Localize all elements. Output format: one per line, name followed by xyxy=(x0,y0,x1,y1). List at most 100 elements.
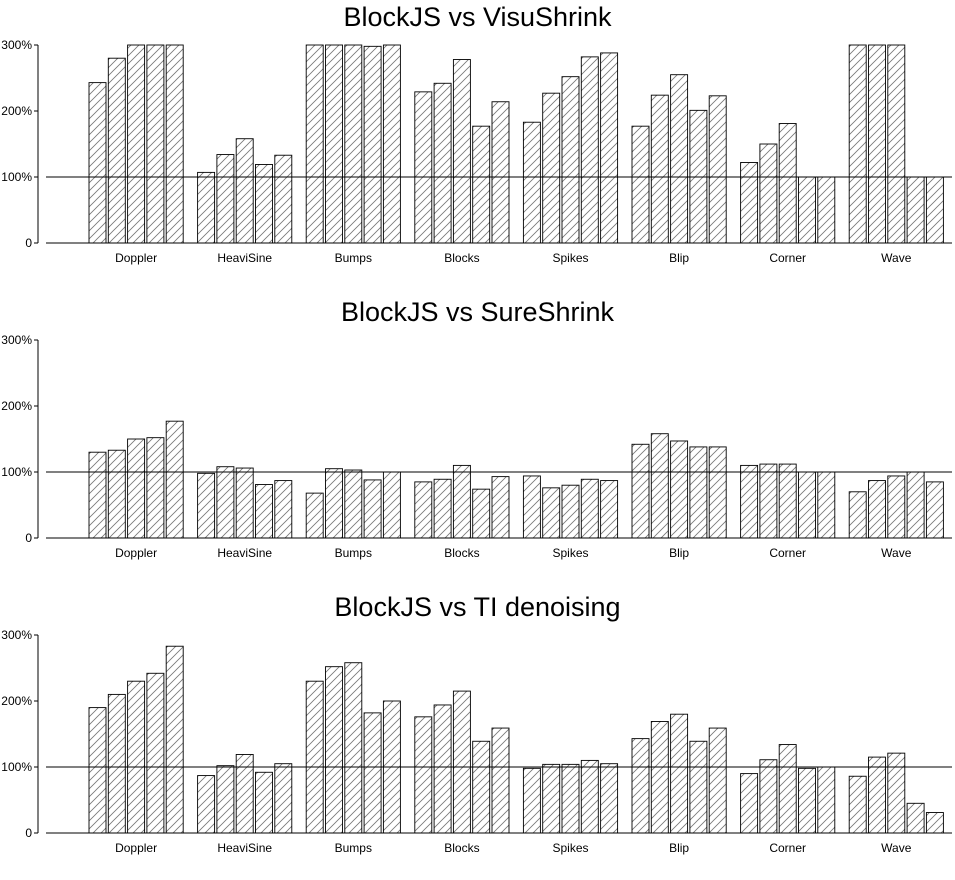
bar xyxy=(778,463,797,539)
bar xyxy=(255,484,273,539)
bar xyxy=(887,44,906,244)
bar xyxy=(650,94,669,244)
bar xyxy=(433,82,452,244)
bar xyxy=(868,480,886,539)
bar xyxy=(127,680,146,834)
bar xyxy=(887,475,906,539)
bar xyxy=(708,727,727,834)
bar xyxy=(146,44,165,244)
bar xyxy=(452,690,471,834)
x-category-label: Bumps xyxy=(335,251,372,265)
x-category-label: Corner xyxy=(769,546,806,560)
bar xyxy=(631,738,650,834)
bar xyxy=(631,125,650,244)
bar-chart: 0 100% 200% 300% Doppler HeaviSine Bumps Blocks… xyxy=(1,38,952,265)
x-category-label: Blocks xyxy=(444,841,479,855)
bar xyxy=(414,481,433,539)
bar xyxy=(522,767,541,834)
bar xyxy=(452,59,471,244)
bar xyxy=(363,712,382,834)
x-category-label: Wave xyxy=(881,251,912,265)
bar xyxy=(197,171,216,244)
bar xyxy=(165,420,184,539)
x-category-label: Bumps xyxy=(335,546,372,560)
bar xyxy=(255,164,273,244)
bar xyxy=(740,464,759,539)
bar xyxy=(906,802,925,834)
bar xyxy=(107,57,126,244)
bar xyxy=(344,469,363,539)
bar xyxy=(848,44,867,244)
bar xyxy=(165,645,184,834)
bar xyxy=(580,759,599,834)
bar xyxy=(759,759,778,834)
bar xyxy=(344,662,363,834)
x-category-label: Blocks xyxy=(444,546,479,560)
bar xyxy=(274,154,293,244)
bar xyxy=(670,440,689,539)
bar xyxy=(363,479,382,539)
bar xyxy=(798,471,816,539)
bar xyxy=(88,451,107,539)
bar xyxy=(146,672,165,834)
x-category-label: Wave xyxy=(881,546,912,560)
bar xyxy=(325,44,343,244)
x-category-label: Blip xyxy=(669,546,689,560)
bar xyxy=(382,471,401,539)
bar xyxy=(491,101,510,244)
bar xyxy=(759,463,778,539)
x-category-label: Corner xyxy=(769,841,806,855)
bar xyxy=(689,740,708,834)
bar xyxy=(522,475,541,539)
bar xyxy=(561,484,580,539)
bar xyxy=(107,449,126,539)
bar xyxy=(740,162,759,244)
bar xyxy=(88,707,107,834)
bar xyxy=(848,491,867,539)
bar xyxy=(817,471,836,539)
bar xyxy=(382,44,401,244)
bar xyxy=(600,480,619,539)
bar xyxy=(305,492,324,539)
y-tick-label: 200% xyxy=(1,399,32,413)
bar xyxy=(305,44,324,244)
bar xyxy=(433,478,452,539)
y-tick-label: 300% xyxy=(1,628,32,642)
bar xyxy=(235,138,254,244)
bar xyxy=(561,763,580,834)
x-category-label: Doppler xyxy=(115,251,157,265)
y-tick-label: 0 xyxy=(25,236,32,250)
bar xyxy=(433,704,452,834)
y-tick-label: 200% xyxy=(1,104,32,118)
bar xyxy=(759,143,778,244)
bar xyxy=(868,756,886,834)
bar xyxy=(868,44,886,244)
bar xyxy=(472,488,491,539)
x-category-label: Wave xyxy=(881,841,912,855)
bar xyxy=(778,123,797,244)
y-tick-label: 300% xyxy=(1,333,32,347)
bar xyxy=(670,74,689,244)
bar xyxy=(216,765,235,834)
bar xyxy=(325,666,343,834)
bar xyxy=(817,176,836,244)
bar xyxy=(127,44,146,244)
bar-chart: 0 100% 200% 300% Doppler HeaviSine Bumps Blocks… xyxy=(1,628,952,855)
bar xyxy=(235,467,254,539)
bar xyxy=(580,478,599,539)
chart-title: BlockJS vs TI denoising xyxy=(334,592,621,622)
bar xyxy=(906,176,925,244)
bar xyxy=(325,468,343,539)
y-tick-label: 0 xyxy=(25,826,32,840)
bar xyxy=(107,693,126,834)
x-category-label: HeaviSine xyxy=(217,251,272,265)
x-category-label: HeaviSine xyxy=(217,841,272,855)
y-tick-label: 0 xyxy=(25,531,32,545)
bar xyxy=(542,92,561,244)
y-tick-label: 200% xyxy=(1,694,32,708)
bar xyxy=(925,176,944,244)
bar xyxy=(925,812,944,834)
bar xyxy=(472,125,491,244)
bar xyxy=(522,121,541,244)
bar xyxy=(689,446,708,539)
